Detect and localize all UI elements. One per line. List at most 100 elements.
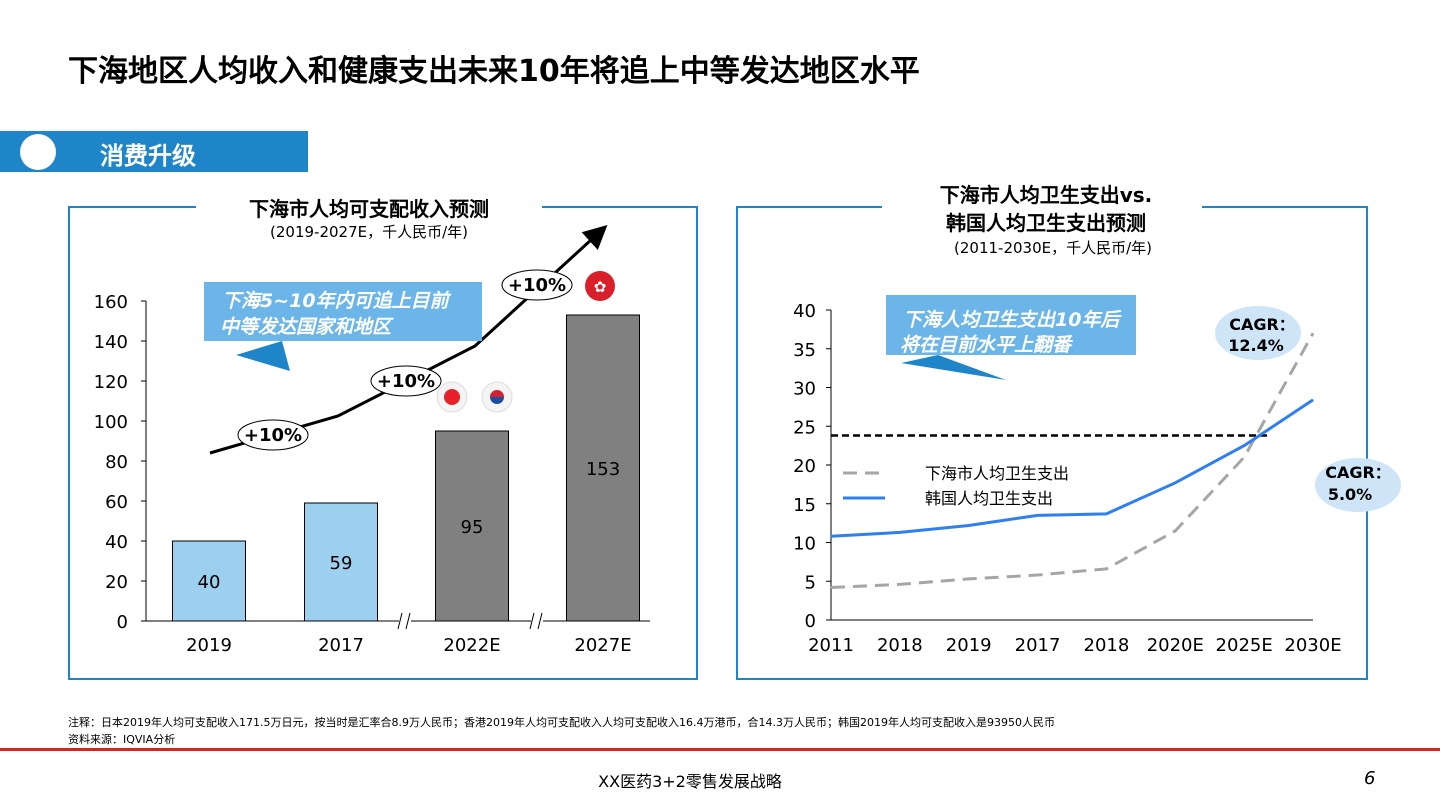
x-tick-label: 2019 (186, 635, 232, 656)
footer-text: XX医药3+2零售发展战略 (598, 772, 782, 791)
cagr-korea-bubble: CAGR： 5.0% (1315, 458, 1401, 512)
cagr-shanghai-bubble: CAGR： 12.4% (1215, 306, 1301, 360)
svg-text:CAGR：: CAGR： (1325, 463, 1391, 482)
data-point (1174, 482, 1176, 484)
callout-pointer (236, 341, 290, 371)
y-tick-label: 140 (94, 332, 128, 353)
x-tick-label: 2018 (877, 635, 923, 656)
x-tick-label: 2019 (946, 635, 992, 656)
svg-text:CAGR：: CAGR： (1229, 315, 1295, 334)
health-callout (886, 295, 1136, 355)
y-tick-label: 160 (94, 292, 128, 313)
y-tick-label: 30 (793, 379, 816, 400)
data-point (1105, 513, 1107, 515)
y-tick-label: 40 (105, 532, 128, 553)
x-tick-label: 2017 (1015, 635, 1061, 656)
svg-text:12.4%: 12.4% (1228, 336, 1284, 355)
y-tick-label: 35 (793, 340, 816, 361)
footer-divider (0, 748, 1440, 751)
data-point (1312, 332, 1314, 334)
bar-2027E (566, 314, 640, 622)
data-point (1174, 530, 1176, 532)
x-tick-label: 2018 (1084, 635, 1130, 656)
y-tick-label: 20 (793, 456, 816, 477)
axis-break-mark (529, 612, 543, 630)
data-point (1312, 399, 1314, 401)
axis-break-mark (397, 612, 411, 630)
health-line-chart: 0 5 10 15 20 25 30 35 40 2011 2018 2019 2017 2018 2020… (793, 301, 1342, 656)
x-tick-label: 2020E (1147, 635, 1204, 656)
y-tick-label: 60 (105, 492, 128, 513)
y-tick-label: 25 (793, 417, 816, 438)
section-label: 消费升级 (100, 142, 196, 170)
svg-text:+10%: +10% (377, 371, 435, 392)
bar-data-label: 59 (330, 553, 353, 574)
y-tick-label: 40 (793, 301, 816, 322)
growth-label-2: +10% (370, 365, 442, 397)
callout-pointer (901, 355, 1006, 380)
svg-text:+10%: +10% (508, 275, 566, 296)
data-point (1037, 574, 1039, 576)
income-bar-chart: 0 20 40 60 80 100 120 140 160 40 2019 59 2017 95 2022E… (94, 292, 650, 656)
y-tick-label: 0 (805, 611, 816, 632)
bar-data-label: 153 (586, 459, 620, 480)
legend-label: 韩国人均卫生支出 (925, 489, 1053, 508)
growth-label-1: +10% (237, 419, 309, 451)
x-tick-label: 2017 (318, 635, 364, 656)
axis-break (531, 613, 543, 629)
series-line-shanghai (830, 332, 1315, 589)
bar-2022E (435, 430, 509, 622)
growth-label-3: +10% (501, 269, 573, 301)
data-point (1243, 456, 1245, 458)
legend-label: 下海市人均卫生支出 (925, 464, 1069, 483)
income-callout-line2: 中等发达国家和地区 (220, 316, 394, 338)
footnote-source: 资料来源：IQVIA分析 (68, 733, 176, 746)
income-chart-title: 下海市人均可支配收入预测 (249, 197, 489, 221)
svg-text:+10%: +10% (244, 425, 302, 446)
bar-data-label: 95 (461, 517, 484, 538)
japan-flag-icon (436, 381, 468, 413)
data-point (899, 583, 901, 585)
x-tick-label: 2027E (574, 635, 631, 656)
y-tick-label: 10 (793, 534, 816, 555)
income-chart-subtitle: (2019-2027E，千人民币/年) (270, 223, 468, 241)
x-tick-label: 2025E (1216, 635, 1273, 656)
data-point (1037, 514, 1039, 516)
bar-data-label: 40 (198, 572, 221, 593)
y-tick-label: 120 (94, 372, 128, 393)
series-line-korea (830, 398, 1314, 538)
data-point (830, 586, 832, 588)
health-chart-title-line1: 下海市人均卫生支出vs. (940, 183, 1153, 207)
footnote: 注释：日本2019年人均可支配收入171.5万日元，按当时是汇率合8.9万人民币… (68, 714, 1055, 748)
health-chart-subtitle: (2011-2030E，千人民币/年) (954, 239, 1152, 257)
y-tick-label: 0 (117, 612, 128, 633)
data-point (968, 578, 970, 580)
svg-text:✿: ✿ (594, 278, 607, 296)
x-tick-label: 2011 (808, 635, 854, 656)
bar-2019 (172, 540, 246, 622)
data-point (899, 531, 901, 533)
data-point (1105, 568, 1107, 570)
health-callout-line1: 下海人均卫生支出10年后 (903, 309, 1122, 331)
bar-2017 (304, 502, 378, 622)
page-number: 6 (1364, 768, 1376, 789)
section-circle-icon (20, 134, 56, 170)
income-callout (204, 282, 482, 341)
y-tick-label: 100 (94, 412, 128, 433)
hong-kong-flag-icon: ✿ (585, 271, 615, 301)
axis-break (399, 613, 411, 629)
data-point (830, 535, 832, 537)
health-chart-title-line2: 韩国人均卫生支出预测 (946, 211, 1146, 235)
data-point (1243, 445, 1245, 447)
y-tick-label: 20 (105, 572, 128, 593)
page-title: 下海地区人均收入和健康支出未来10年将追上中等发达地区水平 (68, 54, 920, 89)
y-tick-label: 80 (105, 452, 128, 473)
y-tick-label: 15 (793, 495, 816, 516)
data-point (968, 524, 970, 526)
footnote-note: 注释：日本2019年人均可支配收入171.5万日元，按当时是汇率合8.9万人民币… (68, 716, 1055, 729)
y-tick-label: 5 (805, 572, 816, 593)
x-tick-label: 2022E (443, 635, 500, 656)
korea-flag-icon (481, 381, 513, 413)
income-callout-line1: 下海5~10年内可追上目前 (222, 290, 452, 312)
